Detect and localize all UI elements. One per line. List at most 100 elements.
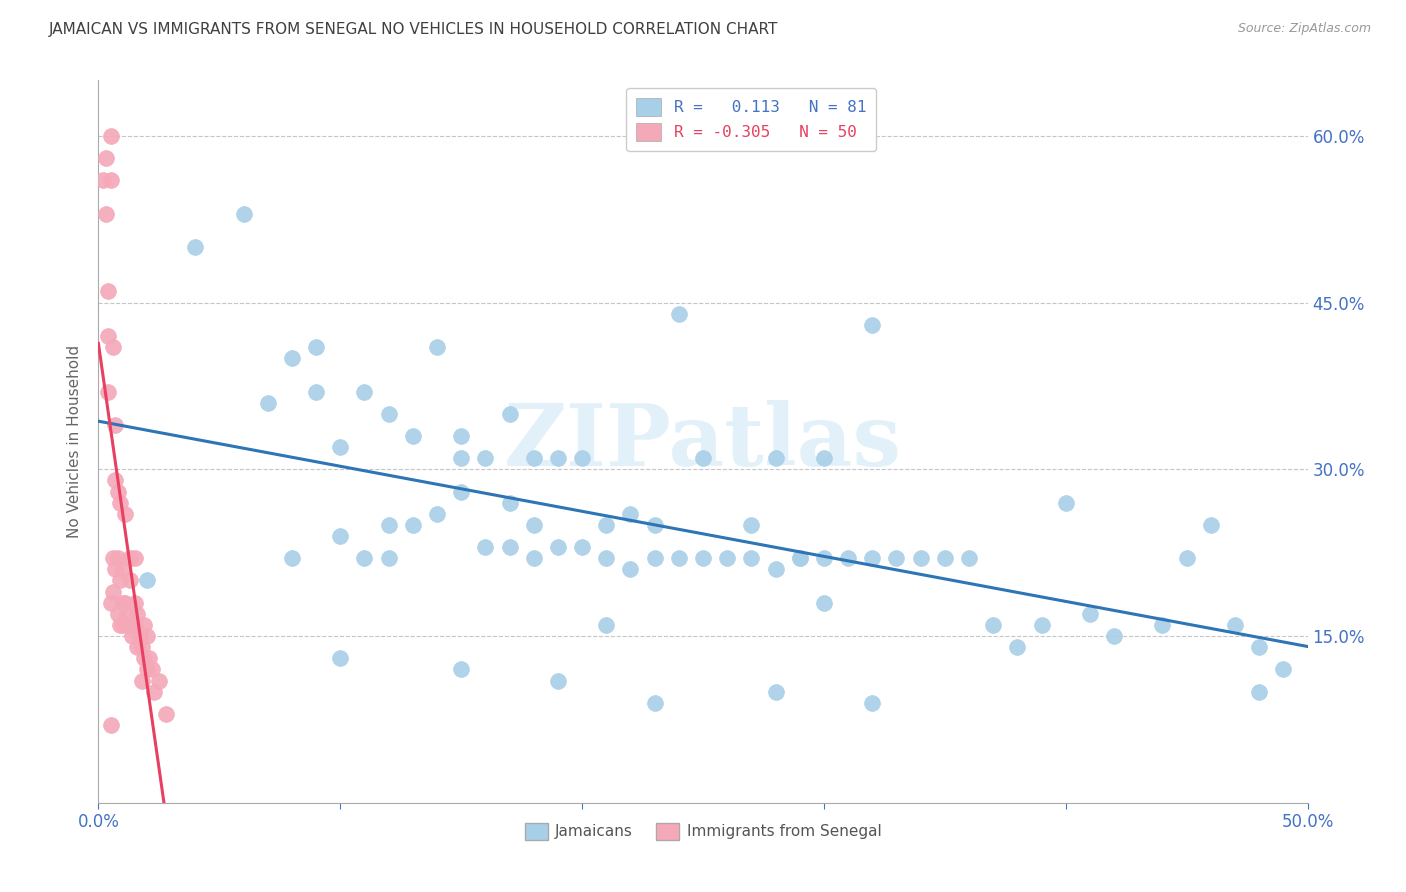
Point: [104, 417, 127, 432]
Point: [353, 551, 375, 566]
Point: [131, 673, 153, 688]
Point: [108, 496, 131, 510]
Point: [813, 596, 835, 610]
Point: [860, 696, 883, 710]
Point: [523, 517, 546, 532]
Point: [498, 496, 520, 510]
Point: [595, 551, 617, 566]
Point: [121, 629, 143, 643]
Point: [1175, 551, 1198, 566]
Point: [131, 640, 153, 655]
Point: [100, 128, 122, 143]
Point: [108, 574, 131, 588]
Point: [135, 662, 157, 676]
Point: [450, 662, 472, 676]
Point: [860, 551, 883, 566]
Point: [765, 684, 787, 698]
Point: [716, 551, 738, 566]
Point: [619, 562, 641, 576]
Point: [813, 451, 835, 466]
Point: [547, 540, 569, 554]
Point: [141, 662, 163, 676]
Point: [101, 584, 124, 599]
Point: [619, 507, 641, 521]
Point: [595, 517, 617, 532]
Point: [934, 551, 956, 566]
Point: [104, 562, 127, 576]
Point: [91, 173, 114, 187]
Point: [644, 551, 666, 566]
Point: [353, 384, 375, 399]
Point: [135, 629, 157, 643]
Point: [426, 340, 449, 354]
Point: [402, 517, 425, 532]
Point: [644, 696, 666, 710]
Point: [860, 318, 883, 332]
Point: [108, 618, 131, 632]
Point: [114, 596, 136, 610]
Point: [547, 673, 569, 688]
Point: [155, 706, 177, 721]
Point: [571, 540, 593, 554]
Point: [100, 596, 122, 610]
Point: [329, 651, 352, 665]
Point: [1223, 618, 1246, 632]
Point: [124, 596, 146, 610]
Point: [571, 451, 593, 466]
Text: ZIPatlas: ZIPatlas: [503, 400, 903, 483]
Point: [498, 407, 520, 421]
Point: [184, 240, 207, 254]
Point: [1272, 662, 1295, 676]
Point: [94, 151, 117, 165]
Point: [127, 607, 149, 621]
Point: [377, 517, 399, 532]
Point: [138, 651, 160, 665]
Point: [111, 562, 134, 576]
Point: [1199, 517, 1222, 532]
Text: JAMAICAN VS IMMIGRANTS FROM SENEGAL NO VEHICLES IN HOUSEHOLD CORRELATION CHART: JAMAICAN VS IMMIGRANTS FROM SENEGAL NO V…: [49, 22, 779, 37]
Point: [981, 618, 1004, 632]
Point: [104, 474, 127, 488]
Point: [100, 173, 122, 187]
Point: [232, 207, 254, 221]
Point: [114, 507, 136, 521]
Point: [644, 517, 666, 532]
Point: [135, 574, 157, 588]
Point: [765, 451, 787, 466]
Point: [124, 551, 146, 566]
Point: [1007, 640, 1029, 655]
Point: [127, 640, 149, 655]
Point: [97, 329, 120, 343]
Point: [107, 484, 129, 499]
Point: [402, 429, 425, 443]
Point: [256, 395, 278, 409]
Point: [595, 618, 617, 632]
Point: [523, 451, 546, 466]
Point: [121, 618, 143, 632]
Point: [692, 451, 714, 466]
Y-axis label: No Vehicles in Household: No Vehicles in Household: [67, 345, 83, 538]
Point: [1102, 629, 1125, 643]
Point: [305, 340, 328, 354]
Point: [117, 618, 139, 632]
Point: [117, 607, 139, 621]
Point: [957, 551, 980, 566]
Point: [101, 551, 124, 566]
Point: [426, 507, 449, 521]
Point: [377, 551, 399, 566]
Point: [1078, 607, 1101, 621]
Point: [107, 607, 129, 621]
Point: [377, 407, 399, 421]
Point: [692, 551, 714, 566]
Point: [281, 551, 304, 566]
Point: [668, 551, 690, 566]
Point: [474, 451, 496, 466]
Point: [148, 673, 170, 688]
Point: [100, 718, 122, 732]
Point: [101, 340, 124, 354]
Point: [143, 684, 166, 698]
Point: [124, 618, 146, 632]
Point: [134, 618, 156, 632]
Point: [118, 551, 141, 566]
Point: [886, 551, 908, 566]
